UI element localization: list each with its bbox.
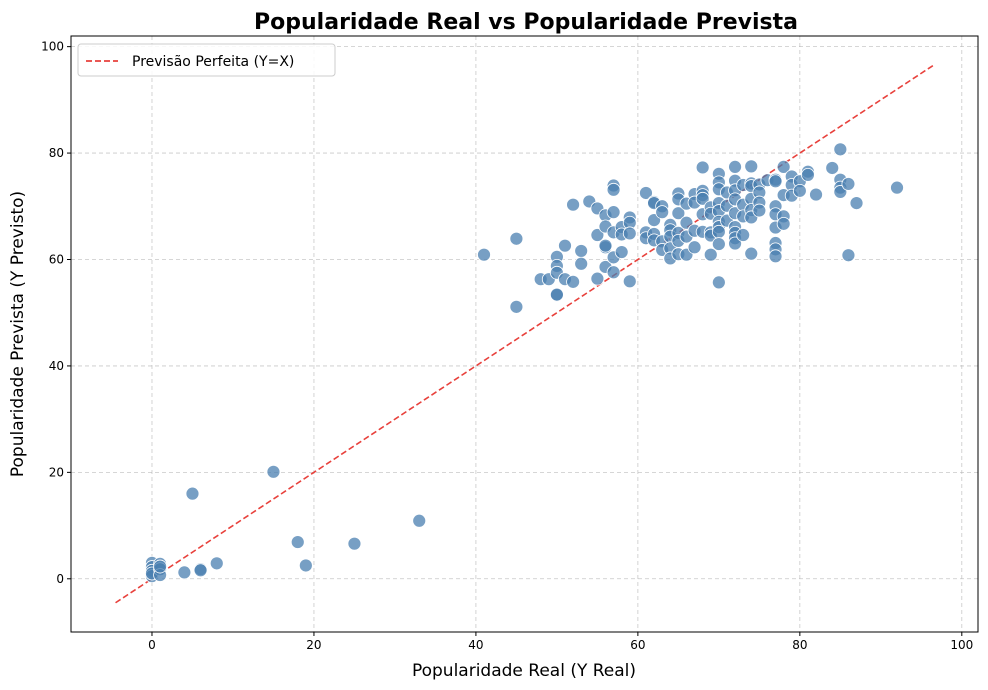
scatter-point [792,183,807,198]
reference-line [115,64,934,604]
scatter-point [833,142,848,157]
grid [71,36,978,632]
scatter-point [695,191,710,206]
scatter-point [193,563,208,578]
scatter-point [841,248,856,263]
scatter-point [477,247,491,262]
scatter-point [655,205,670,220]
x-tick-label: 40 [468,638,483,652]
x-tick-label: 80 [792,638,807,652]
y-tick-label: 20 [49,465,64,479]
scatter-point [801,167,815,182]
x-tick-label: 60 [630,638,645,652]
scatter-point [153,559,167,574]
scatter-point [622,226,637,241]
x-tick-label: 100 [950,638,973,652]
y-tick-label: 60 [49,253,64,267]
legend-box [77,43,336,77]
data-points [145,142,904,584]
scatter-point [566,197,580,212]
scatter-point [598,238,613,253]
scatter-point [574,256,589,271]
chart-title: Popularidade Real vs Popularidade Previs… [254,10,798,35]
scatter-point [728,236,742,251]
scatter-point [606,265,621,280]
y-tick-label: 80 [49,146,64,160]
scatter-point [209,556,224,571]
scatter-point [412,513,427,528]
x-axis-ticks: 0 20 40 60 80 100 [148,632,973,652]
scatter-point [776,216,791,231]
scatter-point [185,486,200,501]
y-tick-label: 0 [56,572,64,586]
scatter-point [768,249,783,264]
scatter-point [549,287,564,302]
scatter-point [177,565,192,580]
plot-frame [70,35,979,633]
scatter-point [614,245,629,259]
x-axis-label: Popularidade Real (Y Real) [412,661,636,681]
scatter-point [606,205,621,220]
scatter-point [711,237,726,251]
scatter-point [736,228,751,242]
scatter-point [711,275,726,290]
scatter-point [776,160,791,174]
scatter-point [744,246,759,261]
scatter-point [728,160,742,174]
scatter-point [703,247,718,262]
scatter-point [590,228,605,242]
scatter-point [266,464,281,479]
scatter-point [347,536,362,551]
scatter-point [290,535,305,549]
scatter-point [639,186,653,200]
legend-label: Previsão Perfeita (Y=X) [132,54,294,70]
scatter-point [825,161,840,175]
scatter-point [768,174,783,189]
scatter-point [809,187,823,202]
x-tick-label: 20 [306,638,321,652]
scatter-point [711,224,726,239]
scatter-point [509,299,524,314]
scatter-point [298,558,313,573]
scatter-point [744,159,759,174]
scatter-point [606,182,621,197]
y-tick-label: 40 [49,359,64,373]
scatter-point [695,160,710,175]
y-tick-label: 100 [41,40,64,54]
scatter-point [671,206,686,221]
scatter-point [566,274,580,289]
scatter-point [752,203,767,218]
scatter-point [574,244,589,258]
y-axis-ticks: 0 20 40 60 80 100 [41,40,71,586]
scatter-point [622,274,637,289]
scatter-point [841,177,856,191]
scatter-point [890,180,904,195]
scatter-point [849,196,864,210]
scatter-point [687,240,702,255]
scatter-point [558,238,572,253]
y-axis-label: Popularidade Prevista (Y Previsto) [8,191,28,477]
perfect-prediction-line [115,64,934,604]
scatter-point [509,231,524,246]
legend: Previsão Perfeita (Y=X) [77,43,336,77]
scatter-point [590,271,605,286]
x-tick-label: 0 [148,638,156,652]
